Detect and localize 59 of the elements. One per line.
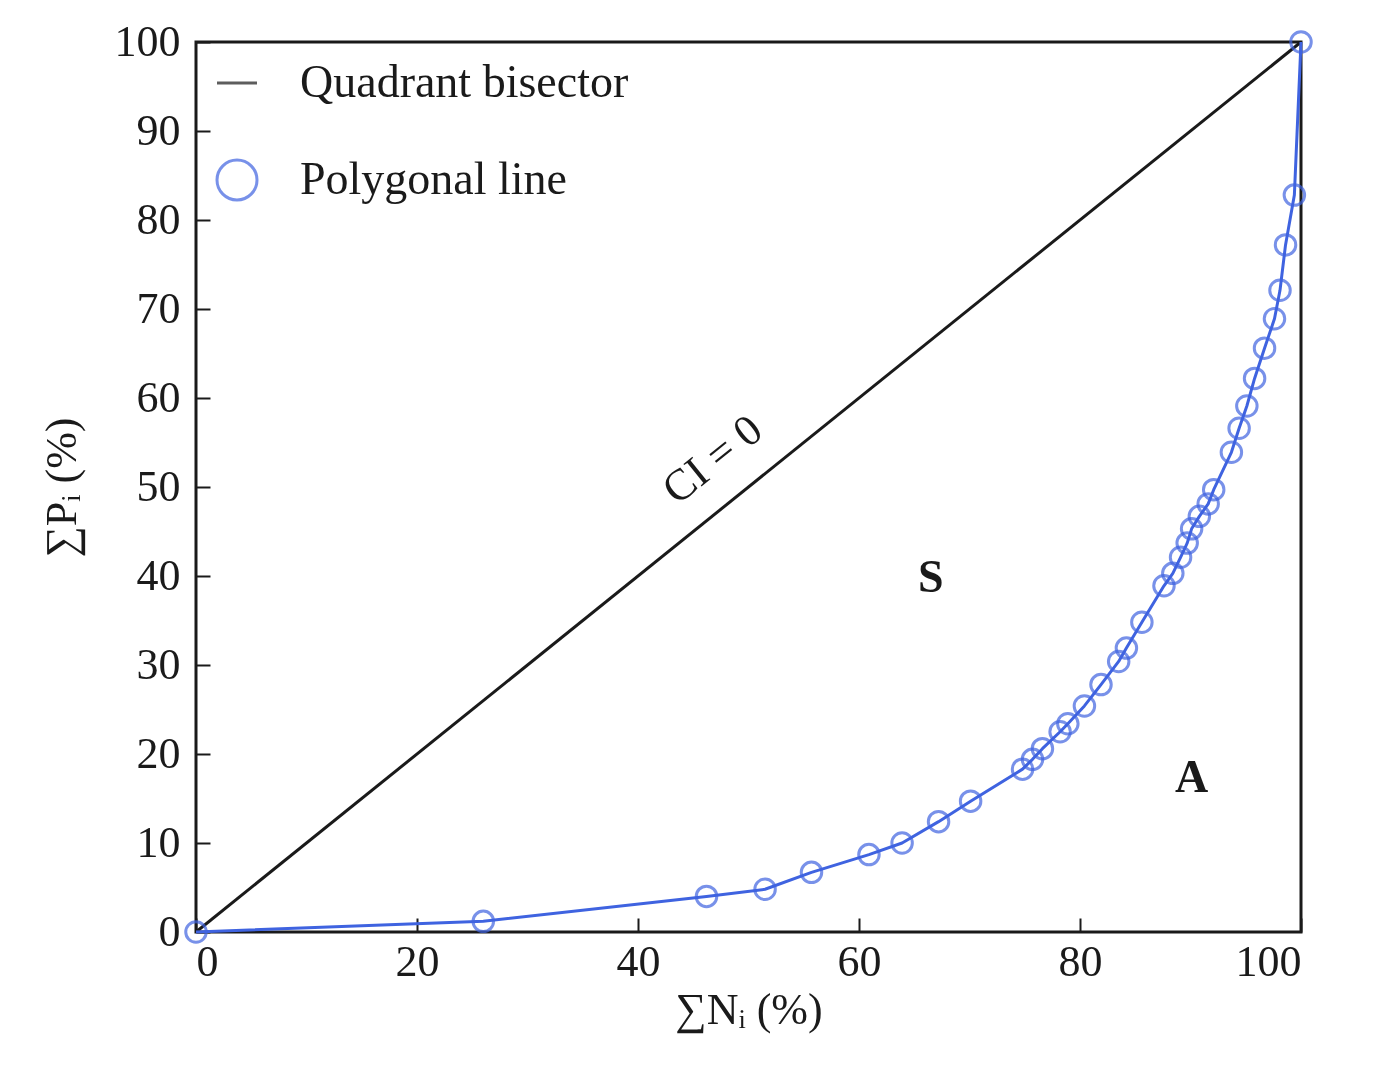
point bbox=[1089, 672, 1113, 697]
annotation: S bbox=[918, 550, 944, 602]
y-tick-label: 20 bbox=[136, 728, 181, 778]
annotation: CI = 0 bbox=[652, 404, 772, 514]
point bbox=[1227, 416, 1251, 440]
y-tick-label: 50 bbox=[136, 461, 181, 511]
point bbox=[1268, 278, 1292, 303]
point bbox=[1072, 694, 1097, 718]
point bbox=[694, 884, 719, 909]
y-tick-label: 60 bbox=[136, 372, 181, 422]
y-tick-label: 80 bbox=[136, 194, 181, 244]
x-tick-label: 80 bbox=[1058, 936, 1103, 986]
point bbox=[958, 789, 983, 813]
point bbox=[1010, 757, 1035, 781]
y-tick-label: 40 bbox=[136, 550, 181, 600]
point bbox=[1273, 233, 1298, 257]
x-tick-label: 100 bbox=[1235, 936, 1302, 986]
point bbox=[1161, 561, 1185, 586]
point bbox=[1056, 712, 1080, 736]
point bbox=[1242, 366, 1267, 391]
point bbox=[1179, 517, 1204, 541]
point bbox=[1048, 720, 1072, 744]
point bbox=[1106, 649, 1131, 674]
point bbox=[1219, 440, 1244, 465]
annotation: A bbox=[1174, 751, 1209, 803]
point bbox=[1020, 747, 1045, 772]
y-tick-label: 70 bbox=[136, 283, 181, 333]
point bbox=[1252, 336, 1277, 360]
y-tick-label: 100 bbox=[114, 16, 181, 66]
point bbox=[1030, 736, 1055, 761]
point bbox=[1168, 545, 1193, 570]
y-tick-label: 10 bbox=[136, 817, 181, 867]
point bbox=[1175, 531, 1199, 555]
point bbox=[857, 842, 881, 867]
y-tick-label: 90 bbox=[136, 105, 181, 155]
point bbox=[799, 860, 824, 885]
point bbox=[1187, 504, 1212, 529]
point bbox=[1152, 574, 1176, 598]
point bbox=[890, 831, 914, 855]
point bbox=[1114, 636, 1139, 660]
point bbox=[1289, 30, 1313, 54]
x-tick-label: 60 bbox=[837, 936, 882, 986]
legend-label: Quadrant bisector bbox=[300, 56, 629, 107]
point bbox=[1282, 183, 1307, 207]
x-axis-title: ∑Nᵢ (%) bbox=[675, 984, 823, 1034]
x-tick-label: 40 bbox=[616, 936, 661, 986]
point bbox=[1196, 492, 1220, 516]
point bbox=[471, 909, 496, 934]
x-tick-label: 0 bbox=[196, 936, 219, 986]
y-tick-label: 30 bbox=[136, 639, 181, 689]
point bbox=[1262, 307, 1287, 331]
y-axis-title: ∑Pᵢ (%) bbox=[36, 417, 86, 558]
point bbox=[1201, 477, 1226, 502]
legend-label: Polygonal line bbox=[300, 153, 568, 204]
point bbox=[1130, 610, 1154, 635]
point bbox=[1235, 394, 1259, 418]
point bbox=[926, 809, 951, 834]
x-tick-label: 20 bbox=[395, 936, 440, 986]
point bbox=[753, 877, 777, 902]
